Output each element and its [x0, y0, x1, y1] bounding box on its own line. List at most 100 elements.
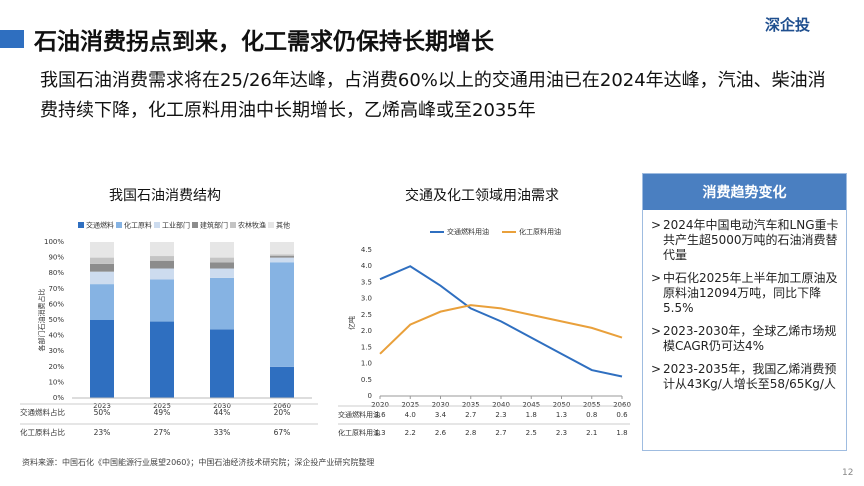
chart-title: 我国石油消费结构	[109, 188, 221, 204]
y-tick-label: 100%	[44, 238, 64, 246]
bar-segment	[90, 242, 114, 258]
y-axis-label: 亿吨	[347, 316, 356, 330]
chart-title: 交通及化工领域用油需求	[405, 187, 559, 204]
bar-segment	[270, 257, 294, 263]
y-tick-label: 70%	[48, 285, 64, 293]
x-tick-label: 2055	[583, 401, 601, 409]
x-tick-label: 2035	[462, 401, 480, 409]
logo: 深企投	[765, 16, 811, 34]
legend-label: 交通燃料	[86, 221, 114, 230]
bar-segment	[90, 263, 114, 272]
y-tick-label: 60%	[48, 300, 64, 308]
panel-item: 2023-2030年，全球乙烯市场规模CAGR仍可达4%	[651, 324, 840, 354]
x-tick-label: 2050	[553, 401, 571, 409]
subtitle: 我国石油消费需求将在25/26年达峰，占消费60%以上的交通用油已在2024年达…	[40, 70, 826, 121]
panel-item: 中石化2025年上半年加工原油及原料油12094万吨，同比下降5.5%	[651, 271, 840, 316]
bar-segment	[270, 242, 294, 255]
panel-item: 2024年中国电动汽车和LNG重卡共产生超5000万吨的石油消费替代量	[651, 218, 840, 263]
table-cell: 2.2	[405, 429, 416, 437]
bar-segment	[210, 257, 234, 263]
source: 资料来源：中国石化《中国能源行业展望2060》；中国石油经济技术研究院；深企投产…	[22, 458, 375, 467]
y-tick-label: 0.5	[361, 376, 372, 384]
panel-item: 2023-2035年，我国乙烯消费预计从43Kg/人增长至58/65Kg/人	[651, 362, 840, 392]
table-cell: 0.8	[586, 411, 597, 419]
bar-segment	[270, 256, 294, 258]
panel: 消费趋势变化 2024年中国电动汽车和LNG重卡共产生超5000万吨的石油消费替…	[642, 173, 847, 451]
panel-list: 2024年中国电动汽车和LNG重卡共产生超5000万吨的石油消费替代量中石化20…	[651, 218, 840, 392]
line	[379, 265, 623, 378]
table-cell: 1.8	[526, 411, 537, 419]
x-tick-label: 2030	[213, 402, 231, 410]
bar-segment	[150, 260, 174, 269]
legend-label: 建筑部门	[200, 221, 228, 230]
legend-swatch	[116, 222, 122, 228]
bar-segment	[90, 320, 114, 398]
y-tick-label: 4.0	[361, 262, 372, 270]
table-row-label: 交通燃料用油	[338, 410, 380, 419]
legend-swatch	[192, 222, 198, 228]
y-tick-label: 0	[368, 392, 372, 400]
legend-label: 化工原料	[124, 221, 152, 230]
table-cell: 1.3	[556, 411, 567, 419]
bar-segment	[210, 262, 234, 269]
table-cell: 1.8	[616, 429, 627, 437]
table-cell: 2.3	[495, 411, 506, 419]
table-cell: 0.6	[616, 411, 628, 419]
table-cell: 44%	[214, 408, 231, 417]
y-tick-label: 2.0	[361, 327, 372, 335]
y-tick-label: 20%	[48, 363, 64, 371]
y-tick-label: 3.0	[361, 295, 372, 303]
table-cell: 2.3	[556, 429, 567, 437]
table-row-label: 化工原料占比	[20, 427, 65, 437]
table-cell: 1.3	[374, 429, 385, 437]
legend-label: 工业部门	[162, 221, 190, 230]
y-tick-label: 30%	[48, 347, 64, 355]
y-tick-label: 90%	[48, 254, 64, 262]
bar-segment	[150, 279, 174, 322]
table-row-label: 交通燃料占比	[20, 407, 65, 417]
y-axis-label: 各部门石油消费占比	[37, 289, 46, 352]
panel-title: 消费趋势变化	[643, 174, 846, 210]
table-cell: 2.7	[465, 411, 476, 419]
table-cell: 2.6	[435, 429, 447, 437]
table-cell: 2.5	[526, 429, 537, 437]
legend-label: 其他	[276, 221, 290, 230]
x-tick-label: 2045	[522, 401, 540, 409]
bar-segment	[210, 329, 234, 398]
legend-label: 化工原料用油	[519, 227, 561, 236]
table-cell: 4.0	[405, 411, 416, 419]
y-tick-label: 80%	[48, 269, 64, 277]
y-tick-label: 0%	[53, 394, 64, 402]
table-cell: 67%	[274, 428, 291, 437]
y-tick-label: 50%	[48, 316, 64, 324]
bar-segment	[210, 277, 234, 330]
table-cell: 33%	[214, 428, 231, 437]
legend-swatch	[154, 222, 160, 228]
bar-segment	[270, 262, 294, 367]
slide-title: 石油消费拐点到来，化工需求仍保持长期增长	[34, 29, 494, 55]
legend-swatch	[78, 222, 84, 228]
bar-segment	[90, 271, 114, 285]
table-cell: 2.7	[495, 429, 506, 437]
x-tick-label: 2060	[613, 401, 631, 409]
legend-swatch	[268, 222, 274, 228]
bar-segment	[90, 284, 114, 320]
bar-segment	[150, 256, 174, 261]
legend-label: 交通燃料用油	[447, 227, 489, 236]
table-cell: 23%	[94, 428, 111, 437]
bar-segment	[210, 242, 234, 258]
x-tick-label: 2060	[273, 402, 291, 410]
table-cell: 27%	[154, 428, 171, 437]
bar-segment	[270, 366, 294, 398]
table-cell: 49%	[154, 408, 171, 417]
page-number: 12	[842, 468, 854, 478]
x-tick-label: 2030	[432, 401, 450, 409]
bar-segment	[210, 268, 234, 278]
y-tick-label: 4.5	[361, 246, 372, 254]
x-tick-label: 2025	[401, 401, 419, 409]
y-tick-label: 40%	[48, 332, 64, 340]
x-tick-label: 2040	[492, 401, 510, 409]
table-row-label: 化工原料用油	[338, 428, 380, 437]
